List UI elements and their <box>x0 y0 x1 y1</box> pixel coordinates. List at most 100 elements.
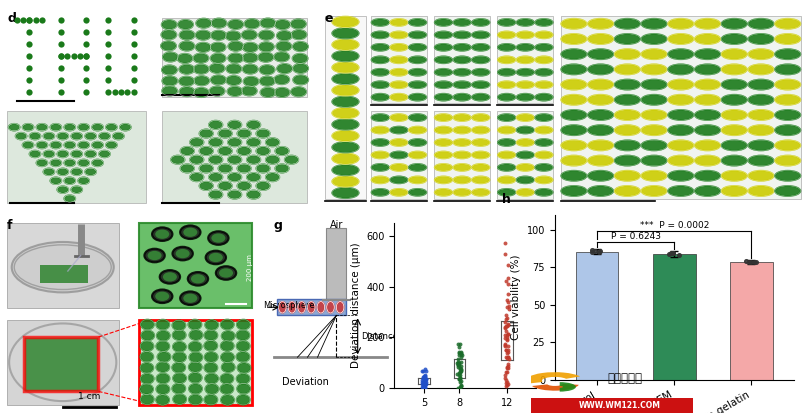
Bar <box>6 223 119 308</box>
Text: d: d <box>7 12 16 25</box>
Point <box>665 249 678 256</box>
Circle shape <box>189 394 202 405</box>
Circle shape <box>561 79 586 90</box>
Circle shape <box>516 126 535 134</box>
Circle shape <box>668 79 693 90</box>
Circle shape <box>189 373 202 383</box>
Circle shape <box>516 176 535 183</box>
Circle shape <box>695 79 720 90</box>
Circle shape <box>199 129 213 138</box>
Circle shape <box>471 69 490 76</box>
Circle shape <box>211 43 226 52</box>
Point <box>420 367 433 374</box>
Circle shape <box>209 64 225 73</box>
Ellipse shape <box>208 231 228 245</box>
Circle shape <box>453 69 471 76</box>
Circle shape <box>775 171 800 181</box>
Circle shape <box>390 56 408 64</box>
Circle shape <box>156 362 169 372</box>
Point <box>501 342 514 349</box>
Point <box>742 259 755 265</box>
Y-axis label: Cell viability (%): Cell viability (%) <box>511 254 521 340</box>
Point <box>452 385 465 392</box>
Point <box>419 376 432 382</box>
Circle shape <box>668 186 693 196</box>
Circle shape <box>390 81 408 88</box>
Point <box>454 366 467 372</box>
Circle shape <box>516 114 535 121</box>
Circle shape <box>211 31 226 40</box>
Circle shape <box>561 125 586 135</box>
Circle shape <box>434 93 453 101</box>
Circle shape <box>308 301 315 313</box>
Circle shape <box>471 114 490 121</box>
Circle shape <box>371 114 390 121</box>
Ellipse shape <box>176 249 190 258</box>
Ellipse shape <box>219 268 233 278</box>
Circle shape <box>237 374 249 384</box>
Circle shape <box>434 126 453 134</box>
Point <box>455 354 468 360</box>
Circle shape <box>668 171 693 181</box>
Circle shape <box>194 88 209 97</box>
Point <box>454 375 467 382</box>
Circle shape <box>471 31 490 38</box>
Point <box>417 374 430 380</box>
Circle shape <box>237 395 250 405</box>
Circle shape <box>156 395 169 405</box>
Text: Deviation: Deviation <box>282 377 328 387</box>
Point <box>501 335 514 342</box>
Circle shape <box>23 142 34 149</box>
Circle shape <box>642 110 667 120</box>
Circle shape <box>588 34 613 44</box>
Circle shape <box>64 159 75 166</box>
Text: ***  P = 0.0002: *** P = 0.0002 <box>640 221 709 230</box>
Point <box>501 332 514 338</box>
Circle shape <box>471 19 490 26</box>
Circle shape <box>237 182 251 190</box>
Circle shape <box>247 155 261 164</box>
Circle shape <box>218 164 232 173</box>
Circle shape <box>561 34 586 44</box>
Bar <box>24 337 99 392</box>
Point <box>498 342 511 348</box>
Circle shape <box>775 49 800 59</box>
Point <box>418 385 431 391</box>
Circle shape <box>642 125 667 135</box>
Circle shape <box>588 110 613 120</box>
Point <box>498 343 511 350</box>
Circle shape <box>497 19 516 26</box>
Circle shape <box>390 189 408 196</box>
Circle shape <box>332 131 359 141</box>
Circle shape <box>189 342 202 352</box>
Circle shape <box>237 330 249 340</box>
Ellipse shape <box>160 270 180 284</box>
Point <box>500 328 513 334</box>
Circle shape <box>162 76 177 86</box>
Bar <box>730 262 773 380</box>
Circle shape <box>775 140 800 151</box>
Circle shape <box>173 394 186 404</box>
Circle shape <box>228 41 244 51</box>
Circle shape <box>615 140 640 151</box>
Circle shape <box>371 164 390 171</box>
Text: WWW.WM121.COM: WWW.WM121.COM <box>578 401 661 410</box>
Point <box>455 368 468 374</box>
Point <box>454 372 467 378</box>
Circle shape <box>293 64 309 73</box>
Text: f: f <box>6 218 12 232</box>
Circle shape <box>695 64 720 75</box>
Circle shape <box>209 138 223 147</box>
Circle shape <box>668 64 693 75</box>
Circle shape <box>516 164 535 171</box>
Circle shape <box>237 341 250 351</box>
Circle shape <box>220 374 233 384</box>
Point <box>501 290 514 297</box>
Circle shape <box>260 18 275 28</box>
Circle shape <box>371 44 390 51</box>
Circle shape <box>71 168 83 176</box>
Point <box>454 377 467 384</box>
Ellipse shape <box>209 253 223 262</box>
Ellipse shape <box>15 245 111 290</box>
Circle shape <box>243 76 259 86</box>
